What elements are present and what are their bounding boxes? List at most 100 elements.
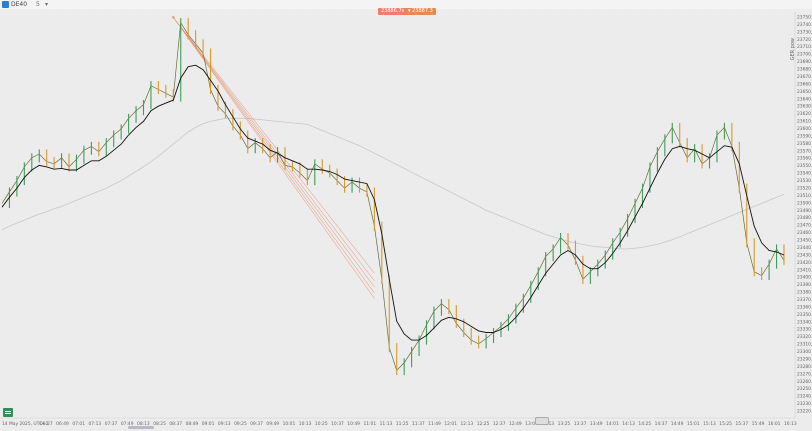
y-tick-label: 23640.0	[797, 96, 812, 102]
y-tick-label: 23700.0	[797, 52, 812, 58]
x-tick-label: 16:01	[768, 421, 781, 427]
chart-menu-button[interactable]	[3, 408, 13, 417]
y-tick-label: 23710.0	[797, 44, 812, 50]
x-tick-label: 12:01	[444, 421, 457, 427]
y-tick-label: 23410.0	[797, 267, 812, 273]
y-tick-label: 23690.0	[797, 59, 812, 65]
x-tick-label: 07:37	[105, 421, 118, 427]
y-tick-label: 23470.0	[797, 223, 812, 229]
symbol-label[interactable]: DE40	[11, 1, 28, 8]
y-tick-label: 23730.0	[797, 29, 812, 35]
x-tick-label: 08:49	[186, 421, 199, 427]
x-tick-label: 10:13	[299, 421, 312, 427]
y-tick-label: 23550.0	[797, 163, 812, 169]
y-tick-label: 23250.0	[797, 386, 812, 392]
x-tick-label: 10:49	[347, 421, 360, 427]
fib-fan-line	[173, 17, 375, 299]
chevron-down-icon[interactable]: ▾	[45, 1, 49, 8]
x-tick-label: 09:49	[266, 421, 279, 427]
fib-fan-line	[173, 17, 375, 274]
x-tick-label: 11:13	[380, 421, 393, 427]
x-tick-label: 07:01	[72, 421, 85, 427]
y-tick-label: 23650.0	[797, 89, 812, 95]
y-tick-label: 23310.0	[797, 342, 812, 348]
x-axis: 14 May 2025, UTC+206:27 06:49 07:01 07:13 07…	[0, 417, 797, 427]
y-tick-label: 23420.0	[797, 260, 812, 266]
x-tick-label: 10:25	[315, 421, 328, 427]
x-tick-label: 10:01	[283, 421, 296, 427]
fib-fan-line	[173, 17, 375, 281]
x-tick-label: 11:37	[412, 421, 425, 427]
buy-button[interactable]: ▾ 23887.3	[405, 8, 436, 15]
x-tick-label: 09:25	[234, 421, 247, 427]
y-tick-label: 23540.0	[797, 171, 812, 177]
y-tick-label: 23680.0	[797, 67, 812, 73]
x-tick-label: 13:25	[558, 421, 571, 427]
y-tick-label: 23360.0	[797, 304, 812, 310]
y-tick-label: 23520.0	[797, 185, 812, 191]
x-tick-label: 14:25	[638, 421, 651, 427]
x-tick-label: 12:13	[461, 421, 474, 427]
y-axis-title: GER pow	[790, 38, 796, 61]
x-tick-label: 15:01	[687, 421, 700, 427]
x-tick-label: 08:13	[137, 421, 150, 427]
y-tick-label: 23440.0	[797, 245, 812, 251]
x-tick-label: 15:49	[752, 421, 765, 427]
y-tick-label: 23500.0	[797, 200, 812, 206]
y-tick-label: 23290.0	[797, 356, 812, 362]
x-tick-label: 14:37	[655, 421, 668, 427]
scrollbar-thumb[interactable]	[128, 426, 154, 429]
y-tick-label: 23330.0	[797, 327, 812, 333]
app-logo-icon	[2, 1, 9, 8]
time-cursor-handle[interactable]	[535, 417, 549, 425]
x-tick-label: 15:25	[719, 421, 732, 427]
x-tick-label: 07:49	[121, 421, 134, 427]
y-tick-label: 23300.0	[797, 349, 812, 355]
x-tick-label: 11:49	[428, 421, 441, 427]
x-tick-label: 09:37	[250, 421, 263, 427]
x-tick-label: 12:25	[477, 421, 490, 427]
x-tick-label: 10:37	[331, 421, 344, 427]
x-tick-label: 11:01	[363, 421, 376, 427]
y-tick-label: 23380.0	[797, 290, 812, 296]
y-tick-label: 23240.0	[797, 394, 812, 400]
x-tick-label: 15:37	[735, 421, 748, 427]
x-tick-label: 16:13	[784, 421, 797, 427]
x-tick-label: 11:25	[396, 421, 409, 427]
slow-moving-average	[1, 117, 785, 250]
y-tick-label: 23230.0	[797, 401, 812, 407]
y-tick-label: 23530.0	[797, 178, 812, 184]
y-tick-label: 23450.0	[797, 238, 812, 244]
x-tick-label: 14 May 2025, UTC+2	[2, 421, 49, 427]
y-tick-label: 23270.0	[797, 371, 812, 377]
fast-moving-average	[1, 64, 785, 341]
timeframe-selector[interactable]: 5	[36, 1, 40, 8]
x-tick-label: 14:49	[671, 421, 684, 427]
y-tick-label: 23750.0	[797, 15, 812, 21]
fib-anchor-point	[172, 16, 175, 19]
slow-ma-line	[1, 117, 785, 250]
y-tick-label: 23670.0	[797, 74, 812, 80]
sell-button[interactable]: 23886.7s ▾	[378, 8, 412, 15]
x-tick-label: 13:37	[574, 421, 587, 427]
y-tick-label: 23340.0	[797, 319, 812, 325]
x-tick-label: 09:13	[218, 421, 231, 427]
y-tick-label: 23630.0	[797, 104, 812, 110]
y-tick-label: 23400.0	[797, 275, 812, 281]
x-tick-label: 09:01	[202, 421, 215, 427]
y-tick-label: 23590.0	[797, 133, 812, 139]
price-series	[1, 18, 785, 375]
y-tick-label: 23560.0	[797, 156, 812, 162]
fib-fan-drawing	[172, 16, 375, 299]
x-tick-label: 14:01	[606, 421, 619, 427]
price-line	[1, 21, 785, 372]
y-tick-label: 23600.0	[797, 126, 812, 132]
y-tick-label: 23740.0	[797, 22, 812, 28]
x-tick-label: 12:37	[493, 421, 506, 427]
title-bar: DE40 5 ▾	[0, 0, 812, 9]
y-tick-label: 23610.0	[797, 119, 812, 125]
x-tick-label: 07:13	[89, 421, 102, 427]
y-tick-label: 23260.0	[797, 379, 812, 385]
